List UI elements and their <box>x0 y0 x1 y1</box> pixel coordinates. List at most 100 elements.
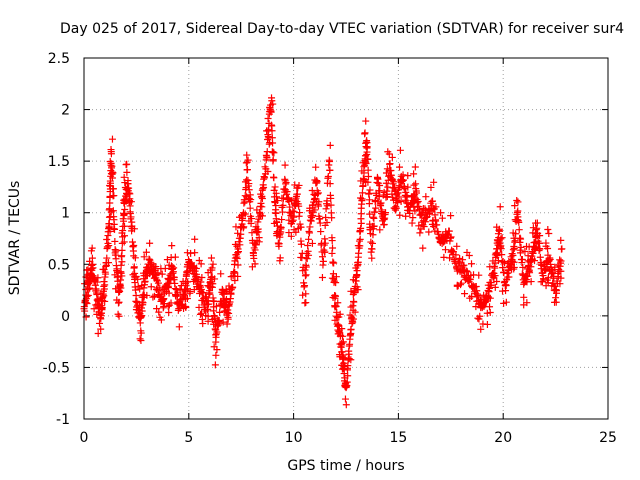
data-point <box>332 292 340 300</box>
data-point <box>403 192 411 200</box>
data-point <box>126 190 134 198</box>
data-point <box>420 223 428 231</box>
data-point <box>358 195 366 203</box>
data-point <box>132 291 140 299</box>
data-point <box>345 355 353 363</box>
data-point <box>493 252 501 260</box>
data-point <box>516 249 524 257</box>
data-point <box>476 312 484 320</box>
data-point <box>261 174 269 182</box>
data-point <box>326 166 334 174</box>
data-point <box>154 269 162 277</box>
data-point <box>313 177 321 185</box>
data-point <box>283 188 291 196</box>
data-point <box>110 192 118 200</box>
data-point <box>160 295 168 303</box>
data-point <box>252 241 260 249</box>
data-point <box>152 263 160 271</box>
data-point <box>130 242 138 250</box>
data-point <box>224 313 232 321</box>
data-point <box>243 151 251 159</box>
data-point <box>421 218 429 226</box>
data-point <box>109 169 117 177</box>
data-point <box>104 239 112 247</box>
data-point <box>293 190 301 198</box>
data-point <box>536 245 544 253</box>
data-point <box>206 289 214 297</box>
data-point <box>459 256 467 264</box>
data-point <box>312 163 320 171</box>
data-point <box>136 285 144 293</box>
data-point <box>440 238 448 246</box>
data-point <box>425 228 433 236</box>
data-point <box>342 401 350 409</box>
data-point <box>231 269 239 277</box>
data-point <box>408 219 416 227</box>
data-point <box>287 232 295 240</box>
data-point <box>536 232 544 240</box>
y-tick-label: 1 <box>61 206 70 222</box>
data-point <box>264 114 272 122</box>
data-point <box>171 253 179 261</box>
data-point <box>106 227 114 235</box>
data-point <box>552 287 560 295</box>
data-point <box>269 156 277 164</box>
data-point <box>487 279 495 287</box>
data-point <box>558 245 566 253</box>
data-point <box>111 225 119 233</box>
data-point <box>183 249 191 257</box>
data-point <box>326 180 334 188</box>
data-point <box>438 214 446 222</box>
data-point <box>267 108 275 116</box>
data-point <box>195 257 203 265</box>
data-point <box>468 260 476 268</box>
data-point <box>209 280 217 288</box>
data-point <box>457 281 465 289</box>
data-point <box>207 254 215 262</box>
data-point <box>447 212 455 220</box>
data-point <box>339 332 347 340</box>
data-point <box>249 251 257 259</box>
data-point <box>142 248 150 256</box>
data-point <box>365 196 373 204</box>
data-point <box>429 197 437 205</box>
data-point <box>556 280 564 288</box>
data-point <box>392 204 400 212</box>
data-point <box>328 237 336 245</box>
data-point <box>552 294 560 302</box>
data-point <box>183 295 191 303</box>
data-point <box>271 183 279 191</box>
data-point <box>544 225 552 233</box>
data-points <box>80 94 566 409</box>
data-point <box>315 198 323 206</box>
data-point <box>475 271 483 279</box>
data-point <box>110 225 118 233</box>
data-point <box>175 323 183 331</box>
data-point <box>445 227 453 235</box>
data-point <box>496 243 504 251</box>
data-point <box>510 244 518 252</box>
data-point <box>413 189 421 197</box>
data-point <box>263 154 271 162</box>
data-point <box>395 193 403 201</box>
data-point <box>234 261 242 269</box>
data-point <box>511 237 519 245</box>
data-point <box>111 246 119 254</box>
data-point <box>272 189 280 197</box>
data-point <box>332 279 340 287</box>
data-point <box>527 278 535 286</box>
data-point <box>212 351 220 359</box>
data-point <box>111 237 119 245</box>
data-point <box>341 395 349 403</box>
data-point <box>83 299 91 307</box>
data-point <box>224 306 232 314</box>
data-point <box>255 234 263 242</box>
data-point <box>473 287 481 295</box>
data-point <box>323 219 331 227</box>
data-point <box>112 255 120 263</box>
y-axis-label: SDTVAR / TECUs <box>7 181 23 296</box>
data-point <box>401 185 409 193</box>
y-tick-label: -0.5 <box>43 360 70 376</box>
data-point <box>353 283 361 291</box>
data-point <box>347 356 355 364</box>
